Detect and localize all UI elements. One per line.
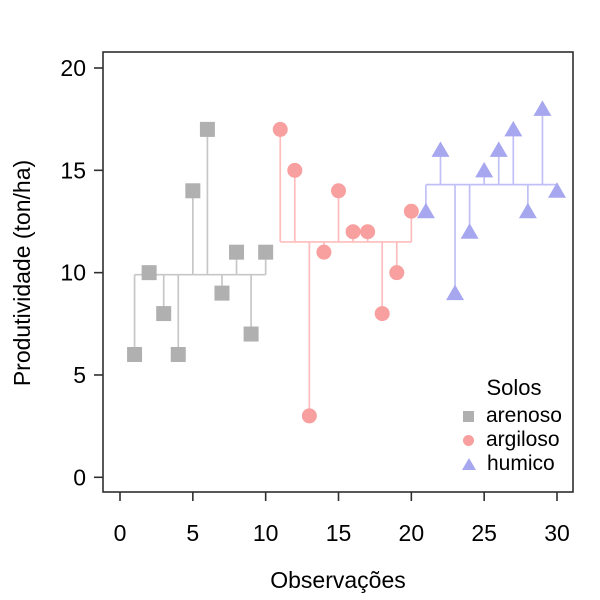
y-axis-title: Produtividade (ton/ha) xyxy=(9,159,35,387)
data-point-arenoso xyxy=(199,121,215,137)
data-point-argiloso xyxy=(374,306,390,322)
legend-label-arenoso: arenoso xyxy=(486,404,562,427)
data-point-argiloso xyxy=(272,121,288,137)
x-tick-label: 10 xyxy=(253,520,279,546)
data-point-arenoso xyxy=(214,285,230,301)
x-tick-label: 25 xyxy=(471,520,497,546)
data-point-humico xyxy=(416,202,435,219)
legend-label-argiloso: argiloso xyxy=(486,428,560,451)
legend: Solos arenoso argiloso humico xyxy=(458,375,570,476)
legend-title: Solos xyxy=(486,375,542,400)
legend-item-argiloso: argiloso xyxy=(458,428,570,452)
data-point-argiloso xyxy=(360,224,376,240)
data-point-arenoso xyxy=(243,326,259,342)
data-point-argiloso xyxy=(301,408,317,424)
triangle-marker-icon xyxy=(462,458,476,470)
x-axis-title: Observações xyxy=(270,567,406,593)
legend-label-humico: humico xyxy=(487,452,555,475)
x-tick-label: 15 xyxy=(326,520,352,546)
x-tick-label: 30 xyxy=(544,520,570,546)
y-tick-label: 0 xyxy=(73,464,86,490)
data-point-arenoso xyxy=(185,183,201,199)
data-point-argiloso xyxy=(331,183,347,199)
data-point-humico xyxy=(548,182,567,198)
y-tick-label: 15 xyxy=(60,157,86,183)
data-point-humico xyxy=(431,141,450,157)
data-point-humico xyxy=(518,202,537,219)
data-point-humico xyxy=(533,100,552,116)
data-point-humico xyxy=(504,120,523,137)
legend-item-humico: humico xyxy=(458,452,570,476)
data-point-arenoso xyxy=(156,306,172,322)
legend-item-arenoso: arenoso xyxy=(458,404,570,428)
data-point-humico xyxy=(446,284,465,301)
data-point-humico xyxy=(460,223,479,239)
x-tick-label: 0 xyxy=(114,520,127,546)
data-point-humico xyxy=(489,141,508,157)
data-point-arenoso xyxy=(258,244,274,260)
data-point-argiloso xyxy=(389,265,405,281)
x-tick-label: 20 xyxy=(399,520,425,546)
data-point-argiloso xyxy=(316,244,332,260)
y-tick-label: 10 xyxy=(60,260,86,286)
data-point-arenoso xyxy=(127,347,143,363)
x-tick-label: 5 xyxy=(186,520,199,546)
data-point-argiloso xyxy=(403,203,419,219)
data-point-argiloso xyxy=(287,162,303,178)
data-point-arenoso xyxy=(141,265,157,281)
y-tick-label: 5 xyxy=(73,362,86,388)
circle-marker-icon xyxy=(463,434,474,446)
data-point-humico xyxy=(475,161,494,178)
square-marker-icon xyxy=(463,410,474,422)
y-tick-label: 20 xyxy=(60,55,86,81)
data-point-arenoso xyxy=(170,347,186,363)
data-point-argiloso xyxy=(345,224,361,240)
data-point-arenoso xyxy=(229,244,245,260)
